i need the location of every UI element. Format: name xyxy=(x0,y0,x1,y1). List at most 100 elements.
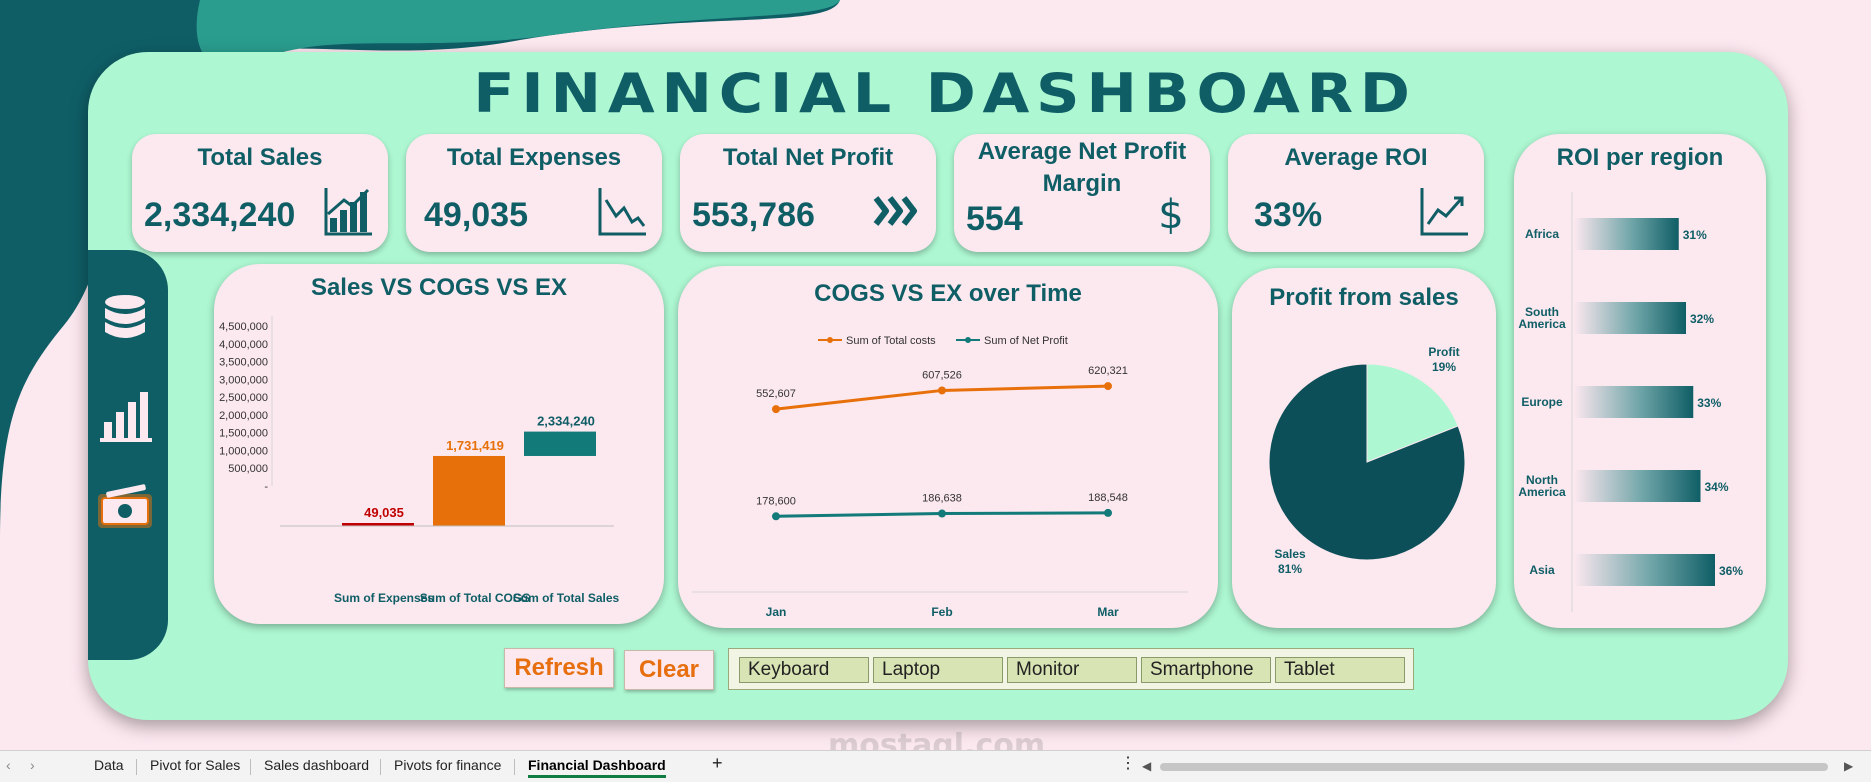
slice-name-label: Sales xyxy=(1274,547,1306,561)
chart-title: Profit from sales xyxy=(1269,284,1459,311)
x-tick-label: Jan xyxy=(766,605,787,619)
tab-pivots-for-finance[interactable]: Pivots for finance xyxy=(394,757,502,773)
roi-per-region-card: ROI per region 31% Africa 32% South America 3… xyxy=(1514,134,1766,628)
more-options-icon[interactable]: ⋮ xyxy=(1120,755,1136,772)
scroll-left-icon[interactable]: ◀ xyxy=(1142,759,1152,773)
legend-label: Sum of Net Profit xyxy=(984,335,1068,347)
roi-category-label: North xyxy=(1526,473,1558,487)
chevrons-right-icon xyxy=(873,196,917,226)
roi-data-label: 31% xyxy=(1683,228,1707,242)
roi-category-label: Africa xyxy=(1525,227,1559,241)
sheet-tab-bar: ‹ › Data Pivot for Sales Sales dashboard… xyxy=(0,750,1871,782)
sales-cogs-ex-chart-card: Sales VS COGS VS EX - 500,000 1,000,000 1,5… xyxy=(214,264,664,624)
slicer-item-monitor[interactable]: Monitor xyxy=(1007,657,1137,683)
scroll-right-icon[interactable]: ▶ xyxy=(1844,759,1854,773)
cogs-ex-line-chart: Sum of Total costs Sum of Net Profit 552,6… xyxy=(692,335,1188,619)
tab-financial-dashboard[interactable]: Financial Dashboard xyxy=(528,757,666,778)
page-title: FINANCIAL DASHBOARD xyxy=(473,62,1417,125)
clear-button[interactable]: Clear xyxy=(624,650,714,690)
dollar-icon: $ xyxy=(1158,192,1183,236)
slice-value-label: 81% xyxy=(1278,562,1302,576)
database-icon[interactable] xyxy=(96,292,154,350)
roi-bar xyxy=(1574,554,1715,586)
tab-scroll-right-icon[interactable]: › xyxy=(30,757,35,773)
chart-title: Sales VS COGS VS EX xyxy=(310,274,568,301)
roi-bar xyxy=(1574,386,1694,418)
slicer-item-smartphone[interactable]: Smartphone xyxy=(1141,657,1271,683)
line-chart-down-icon xyxy=(598,188,646,236)
legend-marker-0 xyxy=(827,337,833,343)
x-tick-label: Feb xyxy=(931,605,952,619)
data-label: 186,638 xyxy=(922,493,962,505)
x-tick-label: Sum of Total COGS xyxy=(420,591,530,605)
legend-label: Sum of Total costs xyxy=(846,335,936,347)
roi-category-label: America xyxy=(1518,317,1566,331)
tab-scroll-left-icon[interactable]: ‹ xyxy=(6,757,11,773)
kpi-title: Average Net Profit Margin xyxy=(977,138,1187,197)
tab-sales-dashboard[interactable]: Sales dashboard xyxy=(264,757,370,773)
data-point xyxy=(1104,382,1112,391)
slice-value-label: 19% xyxy=(1432,360,1456,374)
kpi-title: Total Sales xyxy=(197,144,323,171)
roi-data-label: 36% xyxy=(1719,564,1743,578)
data-point xyxy=(772,405,780,414)
kpi-avg-net-profit-margin: Average Net Profit Margin 554 $ xyxy=(954,134,1210,252)
data-point xyxy=(938,509,946,518)
pie-slice-profit xyxy=(1366,363,1459,463)
bar-1 xyxy=(433,455,505,526)
kpi-total-expenses: Total Expenses 49,035 xyxy=(406,134,662,252)
line-chart-up-icon xyxy=(1420,188,1468,236)
legend-marker-1 xyxy=(965,337,971,343)
x-tick-label: Sum of Total Sales xyxy=(513,591,620,605)
tab-data[interactable]: Data xyxy=(94,757,124,773)
kpi-title: Total Expenses xyxy=(446,144,622,171)
chart-title: ROI per region xyxy=(1556,144,1724,171)
cogs-ex-over-time-card: COGS VS EX over Time Sum of Total costs S… xyxy=(678,266,1218,628)
kpi-value: 554 xyxy=(966,200,1023,238)
y-tick-label: 3,000,000 xyxy=(219,374,268,386)
data-point xyxy=(938,386,946,395)
pie-slice-sales xyxy=(1268,363,1466,561)
bar-2 xyxy=(524,431,596,456)
slice-name-label: Profit xyxy=(1428,345,1459,359)
y-tick-label: 500,000 xyxy=(228,463,268,475)
bar-chart-growth-icon xyxy=(324,188,372,236)
sales-cogs-ex-chart: - 500,000 1,000,000 1,500,000 2,000,000 2,500… xyxy=(219,316,620,605)
y-tick-label: 1,500,000 xyxy=(219,428,268,440)
data-label: 620,321 xyxy=(1088,365,1128,377)
bar-data-label: 2,334,240 xyxy=(537,414,595,429)
kpi-value: 33% xyxy=(1254,196,1323,234)
horizontal-scrollbar[interactable] xyxy=(1160,763,1828,771)
slicer-item-keyboard[interactable]: Keyboard xyxy=(739,657,869,683)
money-icon[interactable] xyxy=(96,482,154,540)
roi-bar-chart: 31%Africa32%SouthAmerica33%Europe34%Nort… xyxy=(1518,192,1743,612)
roi-bar xyxy=(1574,302,1686,334)
slicer-item-tablet[interactable]: Tablet xyxy=(1275,657,1405,683)
y-tick-label: 3,500,000 xyxy=(219,357,268,369)
x-tick-label: Sum of Expenses xyxy=(334,591,434,605)
roi-category-label: South xyxy=(1525,305,1559,319)
product-slicer: Keyboard Laptop Monitor Smartphone Table… xyxy=(728,648,1414,690)
bar-0 xyxy=(342,523,414,526)
slicer-item-laptop[interactable]: Laptop xyxy=(873,657,1003,683)
roi-category-label: Asia xyxy=(1529,563,1555,577)
tab-pivot-for-sales[interactable]: Pivot for Sales xyxy=(150,757,241,773)
data-point xyxy=(772,512,780,521)
kpi-average-roi: Average ROI 33% xyxy=(1228,134,1484,252)
y-tick-label: 4,000,000 xyxy=(219,339,268,351)
data-label: 178,600 xyxy=(756,495,796,507)
add-sheet-icon[interactable]: + xyxy=(712,753,723,773)
roi-category-label: America xyxy=(1518,485,1566,499)
y-tick-label: 2,000,000 xyxy=(219,410,268,422)
roi-data-label: 34% xyxy=(1705,480,1729,494)
kpi-title: Total Net Profit xyxy=(722,144,894,171)
kpi-value: 553,786 xyxy=(692,196,815,234)
kpi-total-net-profit: Total Net Profit 553,786 xyxy=(680,134,936,252)
svg-text:$: $ xyxy=(1158,192,1183,236)
chart-title: COGS VS EX over Time xyxy=(814,280,1082,307)
bar-chart-icon[interactable] xyxy=(96,388,154,446)
refresh-button[interactable]: Refresh xyxy=(504,648,614,688)
roi-data-label: 32% xyxy=(1690,312,1714,326)
